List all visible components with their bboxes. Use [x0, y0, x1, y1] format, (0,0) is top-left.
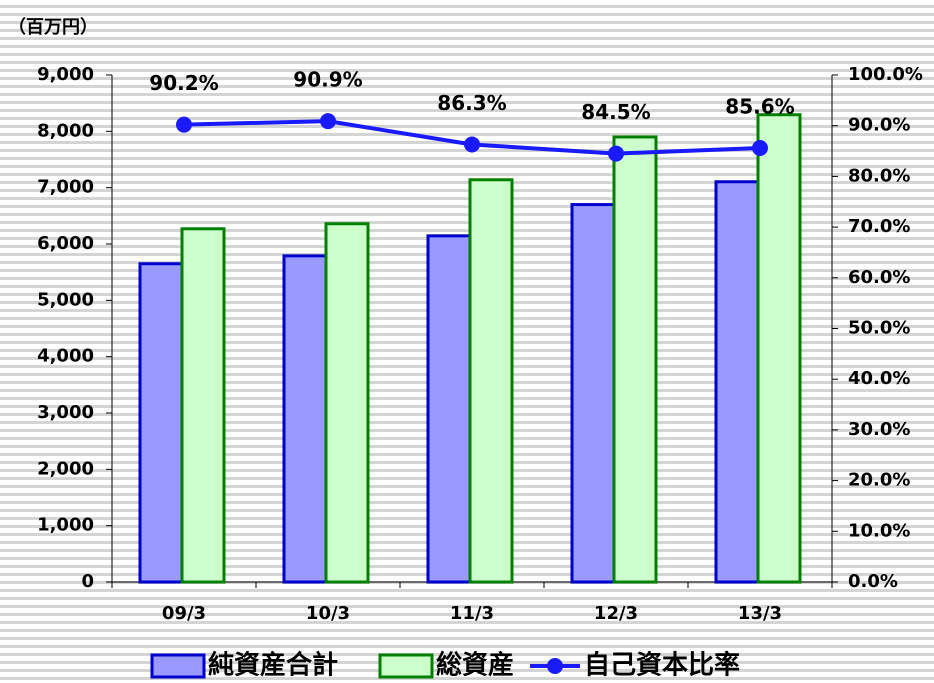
- y-tick-label: 3,000: [37, 402, 94, 423]
- x-tick-label: 10/3: [306, 603, 350, 624]
- bar: [426, 234, 472, 584]
- y-tick-label: 7,000: [37, 177, 94, 198]
- legend-label: 純資産合計: [208, 650, 338, 681]
- bar: [612, 135, 658, 584]
- line-marker: [752, 140, 768, 157]
- bar: [282, 254, 328, 584]
- legend-label: 総資産: [436, 650, 514, 681]
- x-tick-label: 11/3: [450, 603, 494, 624]
- legend: 純資産合計 総資産 自己資本比率: [150, 650, 740, 681]
- legend-swatch: [150, 653, 206, 679]
- bar: [570, 203, 616, 584]
- y2-tick-label: 90.0%: [848, 115, 910, 136]
- line-marker: [176, 116, 192, 133]
- y2-tick-label: 50.0%: [848, 318, 910, 339]
- y-tick-label: 8,000: [37, 120, 94, 141]
- y2-tick-label: 100.0%: [848, 64, 923, 85]
- line-marker: [608, 145, 624, 162]
- y2-tick-label: 40.0%: [848, 368, 910, 389]
- y2-tick-label: 0.0%: [848, 571, 898, 592]
- legend-swatch: [378, 653, 434, 679]
- line-marker: [464, 136, 480, 153]
- bar: [714, 180, 760, 584]
- y-tick-label: 5,000: [37, 289, 94, 310]
- data-label: 90.2%: [149, 71, 218, 95]
- y2-tick-label: 30.0%: [848, 419, 910, 440]
- data-label: 85.6%: [725, 95, 794, 119]
- y2-tick-label: 80.0%: [848, 165, 910, 186]
- legend-marker: [547, 658, 563, 674]
- y2-tick-label: 70.0%: [848, 216, 910, 237]
- x-tick-label: 12/3: [594, 603, 638, 624]
- bar: [180, 227, 226, 584]
- bar: [756, 113, 802, 584]
- bar: [324, 222, 370, 584]
- legend-label: 自己資本比率: [584, 650, 740, 681]
- y2-tick-label: 10.0%: [848, 520, 910, 541]
- line-marker: [320, 113, 336, 130]
- y2-tick-label: 60.0%: [848, 267, 910, 288]
- bar: [468, 178, 514, 584]
- y2-tick-label: 20.0%: [848, 470, 910, 491]
- y-tick-label: 1,000: [37, 515, 94, 536]
- data-label: 84.5%: [581, 100, 650, 124]
- y-tick-label: 6,000: [37, 233, 94, 254]
- data-label: 86.3%: [437, 91, 506, 115]
- y-tick-label: 4,000: [37, 346, 94, 367]
- unit-label: （百万円）: [8, 17, 98, 38]
- y-tick-label: 9,000: [37, 64, 94, 85]
- y-tick-label: 0: [81, 571, 94, 592]
- data-label: 90.9%: [293, 68, 362, 92]
- y-tick-label: 2,000: [37, 458, 94, 479]
- x-tick-label: 13/3: [738, 603, 782, 624]
- x-tick-label: 09/3: [162, 603, 206, 624]
- bar: [138, 262, 184, 584]
